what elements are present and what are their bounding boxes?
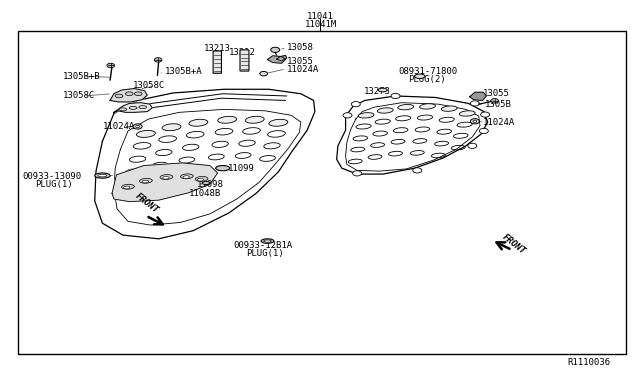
Text: 11024A: 11024A [102, 122, 134, 131]
Ellipse shape [261, 239, 274, 243]
Polygon shape [114, 103, 152, 112]
Polygon shape [112, 163, 218, 202]
Text: 13055: 13055 [287, 57, 314, 65]
Text: 13213: 13213 [204, 44, 230, 53]
Ellipse shape [378, 108, 393, 113]
FancyBboxPatch shape [213, 51, 221, 73]
Ellipse shape [245, 116, 264, 123]
Circle shape [391, 93, 400, 99]
Text: FRONT: FRONT [133, 191, 160, 215]
Circle shape [473, 120, 477, 122]
Ellipse shape [216, 166, 230, 171]
Text: 11099: 11099 [228, 164, 255, 173]
Text: 11024A: 11024A [483, 118, 515, 126]
Circle shape [107, 63, 115, 68]
Ellipse shape [218, 116, 237, 123]
Text: 00933-13090: 00933-13090 [22, 172, 81, 181]
Ellipse shape [95, 173, 110, 178]
Ellipse shape [115, 94, 123, 98]
Ellipse shape [122, 184, 134, 189]
Circle shape [491, 99, 499, 103]
Text: 13058C: 13058C [133, 81, 165, 90]
Circle shape [481, 112, 490, 117]
Circle shape [343, 113, 352, 118]
Ellipse shape [162, 124, 181, 131]
Ellipse shape [136, 131, 156, 137]
Text: PLUG(2): PLUG(2) [408, 75, 446, 84]
Text: 11098: 11098 [197, 180, 224, 189]
Text: 13058C: 13058C [63, 92, 95, 100]
Text: PLUG(1): PLUG(1) [246, 249, 284, 258]
Circle shape [351, 102, 360, 107]
Ellipse shape [378, 88, 387, 92]
Text: 1305B+B: 1305B+B [63, 72, 100, 81]
Ellipse shape [460, 111, 475, 116]
Circle shape [413, 168, 422, 173]
Polygon shape [337, 96, 488, 174]
Ellipse shape [125, 92, 133, 96]
Ellipse shape [139, 106, 147, 109]
Polygon shape [276, 55, 287, 61]
Polygon shape [110, 89, 147, 102]
Ellipse shape [119, 108, 127, 111]
Polygon shape [95, 89, 315, 239]
Text: 13273: 13273 [364, 87, 390, 96]
Ellipse shape [129, 106, 137, 109]
Ellipse shape [183, 176, 189, 179]
Ellipse shape [142, 180, 148, 183]
Circle shape [479, 128, 488, 134]
Polygon shape [268, 56, 285, 63]
Circle shape [136, 125, 140, 128]
Circle shape [133, 124, 142, 129]
Text: 11048B: 11048B [189, 189, 221, 198]
Text: 13055: 13055 [483, 89, 510, 98]
Text: R1110036: R1110036 [567, 358, 611, 367]
Text: 11041: 11041 [307, 12, 333, 21]
Circle shape [470, 101, 479, 106]
Text: 13058: 13058 [287, 43, 314, 52]
Ellipse shape [358, 113, 374, 118]
Circle shape [154, 58, 162, 62]
Text: 00933-12B1A: 00933-12B1A [234, 241, 292, 250]
Ellipse shape [202, 182, 210, 185]
Text: 08931-71800: 08931-71800 [398, 67, 457, 76]
Ellipse shape [189, 119, 208, 126]
Text: 13212: 13212 [229, 48, 256, 57]
Circle shape [470, 119, 479, 124]
FancyBboxPatch shape [240, 50, 249, 71]
Text: 1305B+A: 1305B+A [165, 67, 203, 76]
Ellipse shape [415, 74, 425, 78]
Text: 11024A: 11024A [287, 65, 319, 74]
Circle shape [271, 47, 280, 52]
Text: PLUG(1): PLUG(1) [35, 180, 73, 189]
Polygon shape [470, 92, 486, 100]
Text: FRONT: FRONT [500, 232, 527, 256]
Circle shape [260, 71, 268, 76]
Ellipse shape [420, 104, 435, 109]
Ellipse shape [180, 174, 193, 179]
Text: 11041M: 11041M [305, 20, 337, 29]
Ellipse shape [134, 92, 142, 96]
Ellipse shape [163, 176, 169, 179]
Ellipse shape [195, 176, 208, 182]
Ellipse shape [264, 240, 271, 242]
Text: 1305B: 1305B [485, 100, 512, 109]
Circle shape [468, 143, 477, 148]
Ellipse shape [197, 178, 204, 181]
Ellipse shape [140, 178, 152, 183]
Circle shape [353, 171, 362, 176]
Ellipse shape [160, 174, 173, 180]
Ellipse shape [398, 105, 413, 110]
Ellipse shape [442, 106, 457, 111]
Ellipse shape [269, 119, 288, 126]
Ellipse shape [98, 174, 107, 177]
Ellipse shape [124, 186, 130, 189]
Bar [18, 31, 626, 354]
